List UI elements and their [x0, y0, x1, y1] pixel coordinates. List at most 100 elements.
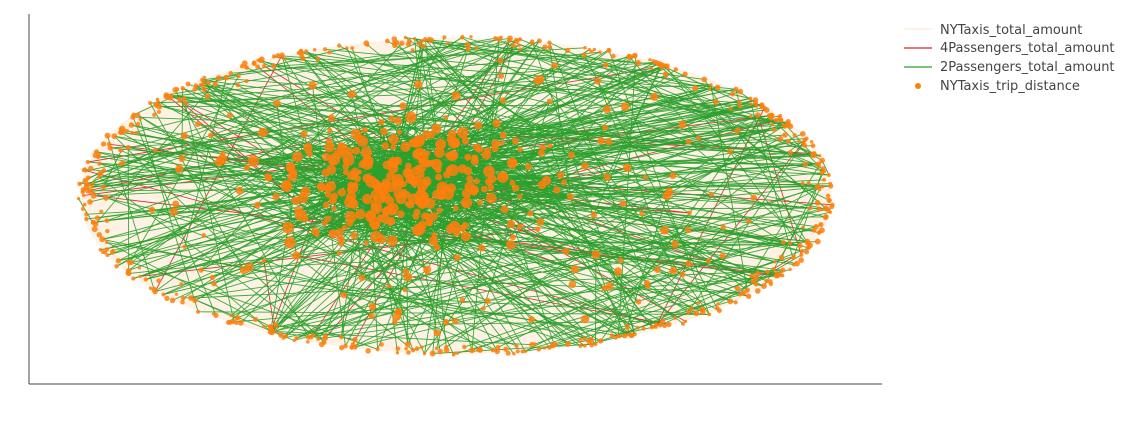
trip-distance-point: [254, 201, 261, 209]
trip-distance-point: [391, 36, 398, 42]
trip-distance-point: [105, 253, 110, 258]
trip-distance-point: [84, 212, 89, 217]
green-edge: [769, 115, 825, 172]
trip-distance-point: [495, 344, 501, 350]
trip-distance-point: [809, 140, 814, 144]
green-edge: [120, 131, 419, 180]
trip-distance-point: [271, 54, 277, 59]
trip-distance-point: [660, 318, 666, 324]
trip-distance-point: [792, 133, 797, 138]
trip-distance-point: [181, 96, 187, 102]
trip-distance-point: [148, 100, 153, 106]
trip-distance-point: [754, 288, 761, 294]
trip-distance-point: [80, 206, 85, 211]
trip-distance-point: [212, 81, 218, 87]
trip-distance-point: [771, 266, 776, 272]
green-edge: [455, 172, 822, 209]
trip-distance-point: [402, 268, 409, 275]
trip-distance-point: [99, 236, 106, 243]
trip-distance-point: [561, 179, 567, 186]
trip-distance-point: [649, 324, 655, 330]
trip-distance-point: [422, 352, 427, 356]
trip-distance-point: [311, 227, 320, 236]
trip-distance-point: [798, 257, 804, 263]
trip-distance-point: [581, 52, 587, 58]
trip-distance-point: [660, 225, 670, 235]
trip-distance-point: [817, 164, 821, 169]
legend-item-2-passengers[interactable]: 2Passengers_total_amount: [904, 60, 1115, 75]
trip-distance-point: [410, 347, 416, 353]
trip-distance-point: [406, 200, 415, 209]
trip-distance-point: [353, 175, 361, 183]
trip-distance-point: [169, 207, 178, 216]
trip-distance-point: [814, 238, 821, 245]
trip-distance-point: [801, 225, 805, 229]
trip-distance-point: [494, 348, 500, 355]
trip-distance-point: [818, 154, 822, 158]
green-edge: [432, 181, 490, 242]
trip-distance-point: [517, 43, 521, 47]
trip-distance-point: [693, 310, 700, 317]
trip-distance-point: [786, 139, 791, 144]
trip-distance-point: [413, 147, 426, 160]
trip-distance-point: [422, 37, 428, 42]
trip-distance-point: [820, 184, 825, 189]
green-edge: [544, 247, 810, 349]
trip-distance-point: [499, 131, 507, 139]
trip-distance-point: [100, 141, 107, 147]
trip-distance-point: [513, 37, 520, 44]
trip-distance-point: [507, 35, 513, 42]
trip-distance-point: [487, 174, 497, 184]
trip-distance-point: [310, 332, 316, 338]
legend-item-4-passengers[interactable]: 4Passengers_total_amount: [904, 41, 1115, 56]
green-edge: [263, 320, 663, 327]
green-edge: [84, 168, 306, 192]
trip-distance-point: [528, 316, 536, 323]
trip-distance-point: [381, 142, 390, 150]
trip-distance-point: [443, 115, 448, 120]
trip-distance-point: [434, 147, 445, 158]
trip-distance-point: [515, 349, 520, 354]
trip-distance-point: [91, 226, 98, 233]
trip-distance-point: [669, 172, 677, 180]
trip-distance-point: [587, 47, 592, 52]
trip-distance-point: [206, 80, 211, 85]
trip-distance-point: [701, 76, 708, 83]
trip-distance-point: [315, 56, 321, 62]
legend-item-trip-distance[interactable]: NYTaxis_trip_distance: [915, 79, 1080, 94]
trip-distance-point: [466, 175, 474, 183]
trip-distance-point: [780, 273, 785, 278]
trip-distance-point: [352, 146, 361, 155]
trip-distance-point: [346, 219, 354, 227]
trip-distance-point: [193, 83, 198, 88]
trip-distance-point: [156, 278, 162, 284]
trip-distance-point: [350, 46, 355, 50]
trip-distance-point: [802, 142, 808, 148]
trip-distance-point: [603, 173, 611, 181]
trip-distance-point: [425, 219, 433, 227]
trip-distance-point: [455, 351, 460, 355]
trip-distance-point: [192, 87, 198, 92]
trip-distance-point: [271, 63, 277, 69]
trip-distance-point: [481, 306, 486, 311]
trip-distance-point: [609, 333, 615, 339]
trip-distance-point: [337, 188, 347, 197]
legend-item-total-amount[interactable]: NYTaxis_total_amount: [904, 23, 1082, 38]
trip-distance-point: [358, 274, 366, 282]
trip-distance-point: [279, 52, 285, 59]
trip-distance-point: [536, 218, 545, 226]
trip-distance-point: [754, 112, 761, 118]
trip-distance-point: [536, 347, 542, 352]
trip-distance-point: [174, 292, 179, 296]
green-edge: [448, 99, 756, 171]
trip-distance-point: [481, 150, 492, 160]
trip-distance-point: [273, 99, 281, 108]
green-edge: [453, 101, 716, 144]
trip-distance-point: [791, 262, 797, 267]
trip-distance-point: [655, 60, 662, 67]
trip-distance-point: [669, 266, 678, 275]
trip-distance-point: [384, 38, 390, 44]
trip-distance-point: [541, 176, 552, 186]
trip-distance-point: [261, 258, 267, 263]
trip-distance-point: [229, 313, 234, 318]
